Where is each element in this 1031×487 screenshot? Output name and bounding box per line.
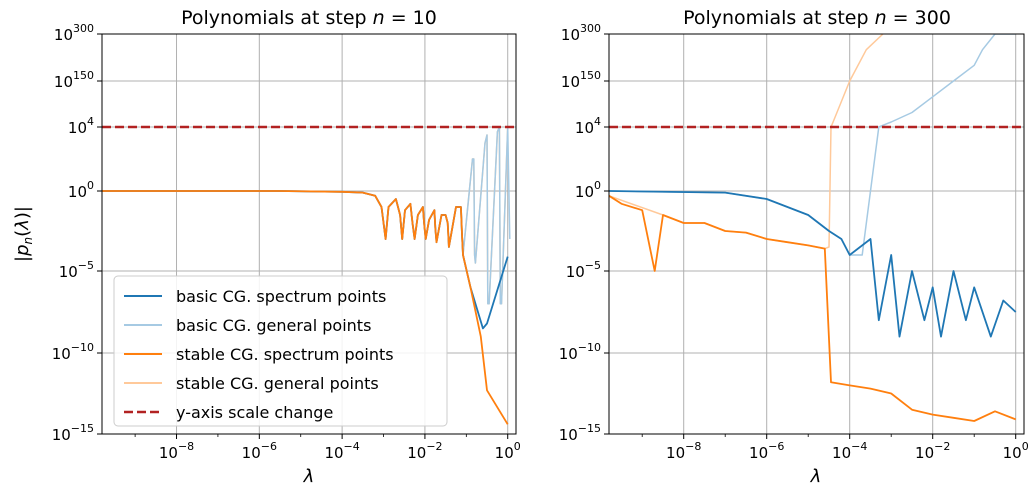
y-tick-label: 10−15 (559, 422, 601, 444)
y-tick-label: 10300 (54, 22, 94, 44)
legend-label: stable CG. spectrum points (176, 345, 394, 364)
left-panel-title: Polynomials at step n = 10 (181, 7, 437, 29)
y-tick-label: 104 (68, 115, 94, 137)
legend-label: y-axis scale change (176, 403, 333, 422)
series-line-stable-general (609, 34, 883, 249)
x-tick-label: 10−6 (242, 440, 277, 462)
right-y-ticks: 10300 10150 104 100 10−5 10−10 10−15 (559, 22, 609, 444)
x-tick-label: 10−6 (749, 440, 784, 462)
y-tick-label: 104 (575, 115, 601, 137)
y-tick-label: 10−10 (52, 341, 94, 363)
left-x-axis-label: λ (303, 466, 315, 487)
x-tick-label: 10−8 (159, 440, 194, 462)
y-tick-label: 10150 (561, 69, 601, 91)
legend-label: basic CG. spectrum points (176, 287, 386, 306)
right-panel: Polynomials at step n = 300 103001015010… (559, 7, 1029, 487)
left-x-ticks: 10−8 10−6 10−4 10−2 100 (135, 434, 521, 462)
legend: basic CG. spectrum points basic CG. gener… (114, 276, 447, 426)
right-grid (609, 34, 1024, 434)
x-tick-label: 10−2 (915, 440, 950, 462)
right-x-axis-label: λ (810, 466, 822, 487)
series-line-basic-general (609, 34, 1016, 255)
series-line-basic-spectrum (609, 191, 1016, 337)
x-tick-label: 10−2 (407, 440, 442, 462)
right-axes-frame (609, 34, 1024, 434)
x-tick-label: 10−4 (324, 440, 359, 462)
y-tick-label: 100 (575, 179, 601, 201)
right-series (609, 34, 1024, 421)
y-tick-label: 10−5 (59, 259, 94, 281)
y-tick-label: 10150 (54, 69, 94, 91)
right-x-ticks: 10−8 10−6 10−4 10−2 100 (642, 434, 1029, 462)
legend-label: stable CG. general points (176, 374, 379, 393)
y-tick-label: 10−5 (566, 259, 601, 281)
x-tick-label: 100 (495, 440, 521, 462)
x-tick-label: 100 (1003, 440, 1029, 462)
y-axis-label: |pn(λ)| (12, 206, 35, 262)
left-y-ticks: 10300 10150 104 100 10−5 10−10 10−15 (52, 22, 102, 444)
y-tick-label: 10−10 (559, 341, 601, 363)
legend-label: basic CG. general points (176, 316, 371, 335)
left-panel: Polynomials at step n = 10 10300 10150 104… (12, 7, 521, 487)
y-tick-label: 10300 (561, 22, 601, 44)
y-tick-label: 10−15 (52, 422, 94, 444)
x-tick-label: 10−8 (666, 440, 701, 462)
svg-text:|pn(λ)|: |pn(λ)| (12, 206, 35, 262)
right-panel-title: Polynomials at step n = 300 (683, 7, 951, 29)
series-line-stable-spectrum (609, 196, 1016, 421)
x-tick-label: 10−4 (832, 440, 867, 462)
y-tick-label: 100 (68, 179, 94, 201)
